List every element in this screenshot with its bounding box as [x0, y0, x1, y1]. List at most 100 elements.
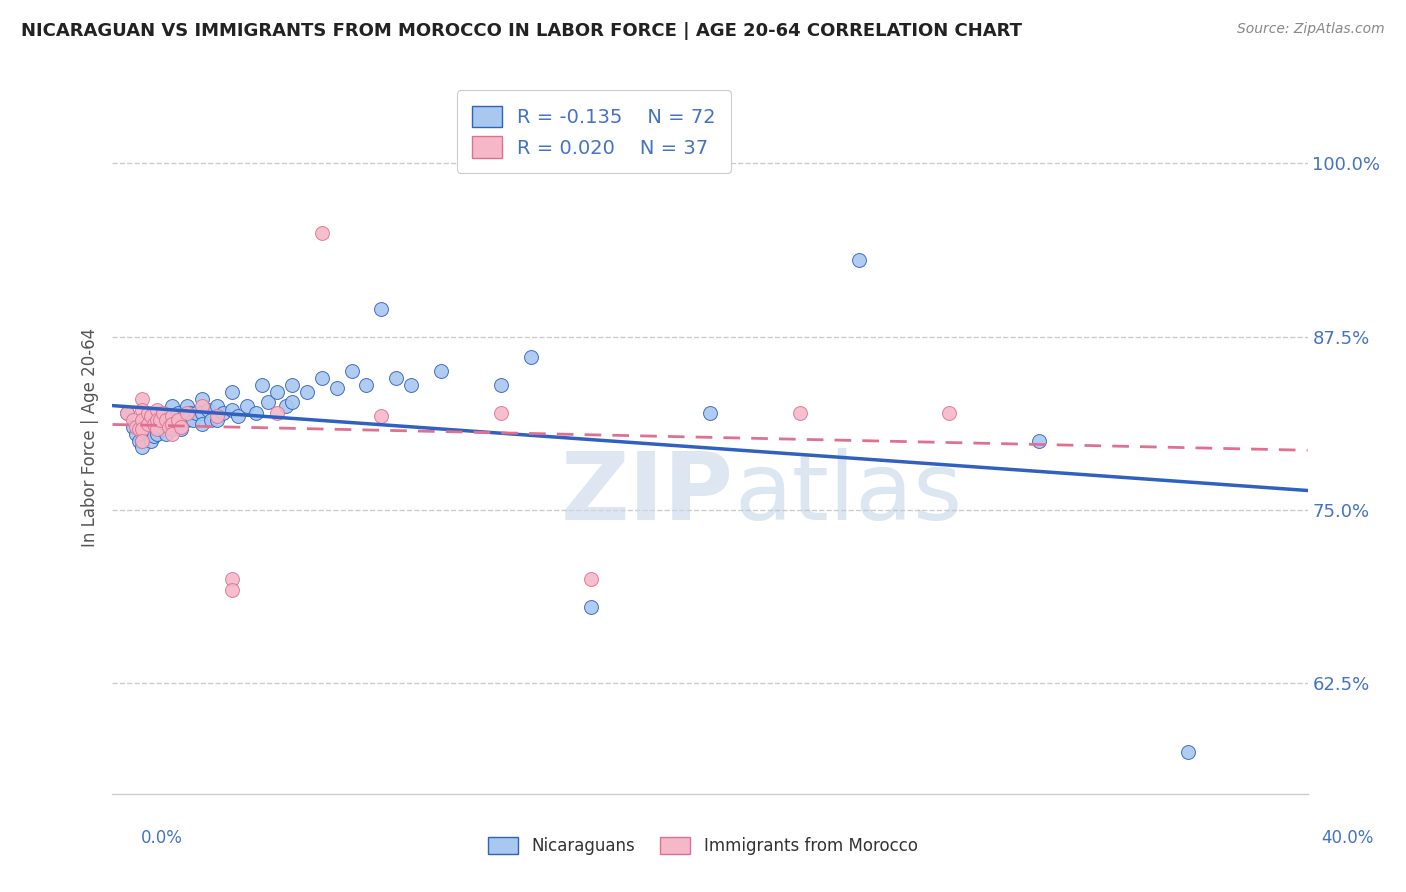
Text: 0.0%: 0.0%: [141, 829, 183, 847]
Text: Source: ZipAtlas.com: Source: ZipAtlas.com: [1237, 22, 1385, 37]
Point: [1028, 434, 1050, 448]
Text: ZIP: ZIP: [561, 448, 734, 541]
Point: [205, 409, 228, 423]
Point: [131, 392, 153, 406]
Point: [125, 419, 148, 434]
Point: [356, 378, 378, 392]
Point: [325, 381, 347, 395]
Point: [131, 413, 153, 427]
Point: [938, 406, 960, 420]
Point: [155, 413, 177, 427]
Point: [191, 417, 214, 431]
Point: [197, 403, 219, 417]
Point: [162, 426, 183, 441]
Point: [167, 417, 190, 431]
Point: [141, 422, 163, 436]
Point: [579, 599, 602, 614]
Point: [131, 403, 153, 417]
Point: [205, 413, 228, 427]
Point: [295, 385, 318, 400]
Point: [176, 406, 198, 420]
Point: [370, 301, 392, 316]
Point: [138, 417, 160, 431]
Point: [167, 406, 190, 420]
Point: [520, 351, 543, 365]
Point: [131, 434, 153, 448]
Point: [205, 399, 228, 413]
Point: [143, 419, 166, 434]
Point: [401, 378, 423, 392]
Point: [430, 364, 453, 378]
Point: [141, 434, 163, 448]
Point: [162, 413, 183, 427]
Point: [138, 417, 160, 431]
Point: [173, 409, 195, 423]
Point: [385, 371, 408, 385]
Point: [131, 441, 153, 455]
Point: [579, 572, 602, 586]
Point: [170, 422, 193, 436]
Point: [221, 572, 243, 586]
Point: [281, 394, 304, 409]
Point: [155, 426, 177, 441]
Point: [170, 413, 193, 427]
Point: [146, 417, 169, 431]
Point: [221, 403, 243, 417]
Point: [138, 426, 160, 441]
Point: [226, 409, 249, 423]
Point: [162, 422, 183, 436]
Point: [848, 253, 870, 268]
Text: 40.0%: 40.0%: [1320, 829, 1374, 847]
Point: [167, 413, 190, 427]
Point: [131, 434, 153, 448]
Point: [152, 413, 174, 427]
Point: [138, 406, 160, 420]
Point: [157, 419, 180, 434]
Point: [340, 364, 363, 378]
Text: atlas: atlas: [734, 448, 962, 541]
Point: [274, 399, 297, 413]
Point: [149, 413, 172, 427]
Point: [146, 422, 169, 436]
Point: [699, 406, 721, 420]
Point: [125, 426, 148, 441]
Point: [162, 417, 183, 431]
Point: [191, 406, 214, 420]
Point: [146, 413, 169, 427]
Legend: R = -0.135    N = 72, R = 0.020    N = 37: R = -0.135 N = 72, R = 0.020 N = 37: [457, 90, 731, 173]
Point: [176, 399, 198, 413]
Point: [128, 422, 150, 436]
Point: [181, 413, 204, 427]
Text: NICARAGUAN VS IMMIGRANTS FROM MOROCCO IN LABOR FORCE | AGE 20-64 CORRELATION CHA: NICARAGUAN VS IMMIGRANTS FROM MOROCCO IN…: [21, 22, 1022, 40]
Point: [191, 392, 214, 406]
Point: [370, 409, 392, 423]
Point: [236, 399, 259, 413]
Point: [146, 426, 169, 441]
Point: [186, 406, 208, 420]
Point: [176, 413, 198, 427]
Point: [165, 417, 187, 431]
Point: [200, 413, 222, 427]
Point: [122, 419, 145, 434]
Point: [281, 378, 304, 392]
Point: [146, 403, 169, 417]
Point: [117, 406, 139, 420]
Point: [149, 422, 172, 436]
Point: [157, 409, 180, 423]
Point: [146, 406, 169, 420]
Point: [311, 226, 333, 240]
Point: [266, 385, 288, 400]
Point: [143, 417, 166, 431]
Legend: Nicaraguans, Immigrants from Morocco: Nicaraguans, Immigrants from Morocco: [482, 830, 924, 862]
Point: [128, 434, 150, 448]
Point: [489, 406, 512, 420]
Point: [212, 406, 235, 420]
Point: [489, 378, 512, 392]
Point: [311, 371, 333, 385]
Point: [152, 406, 174, 420]
Point: [266, 406, 288, 420]
Point: [257, 394, 280, 409]
Point: [131, 422, 153, 436]
Point: [221, 583, 243, 598]
Point: [170, 419, 193, 434]
